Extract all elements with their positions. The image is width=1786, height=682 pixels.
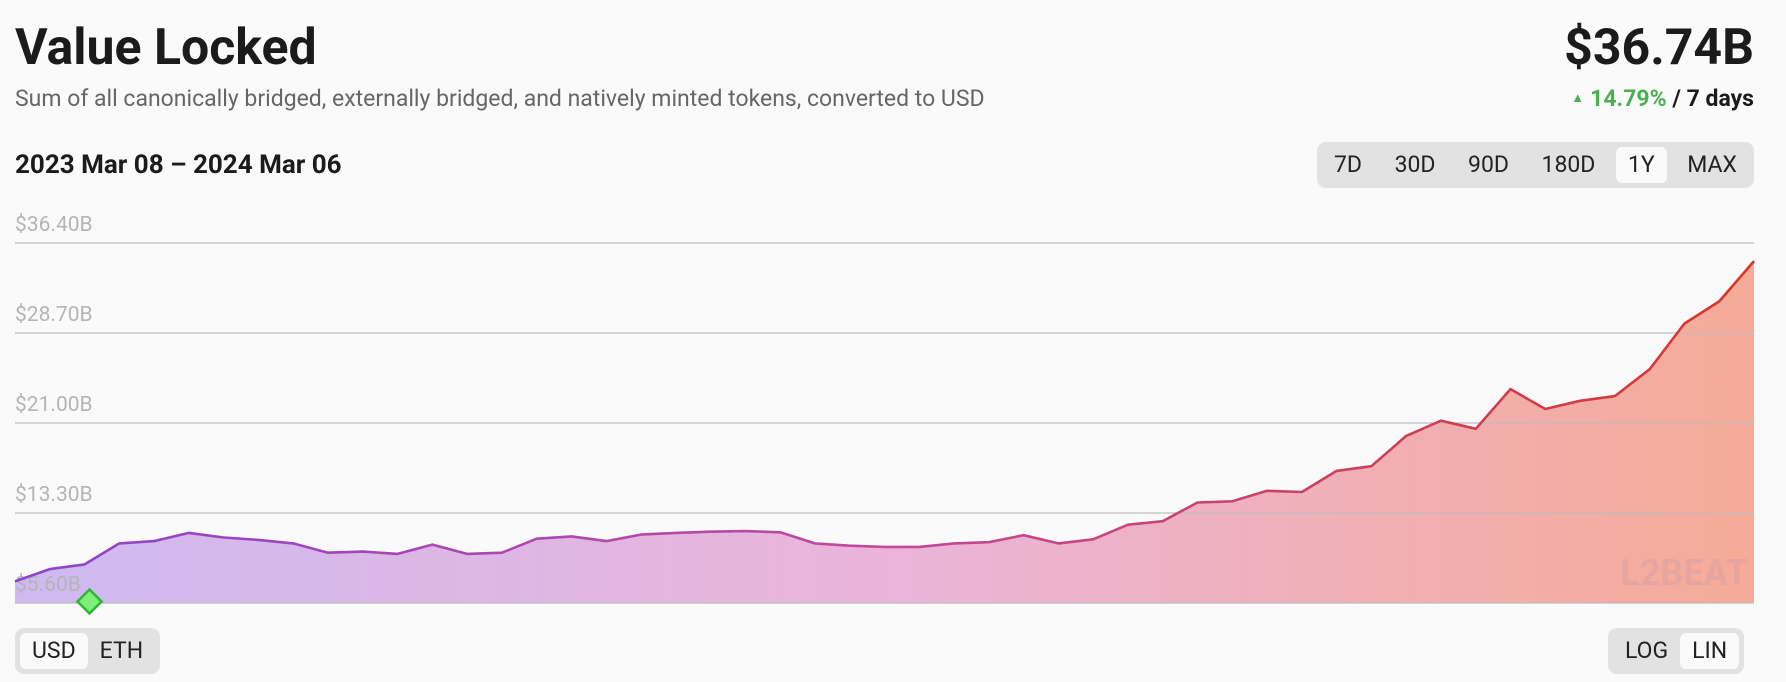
y-tick-label: $13.30B xyxy=(15,483,93,507)
toggle-button[interactable]: 180D xyxy=(1541,151,1596,178)
change-period: / 7 days xyxy=(1672,85,1754,112)
toggle-button[interactable]: 30D xyxy=(1394,151,1436,178)
scale-buttons: LOG LIN xyxy=(1608,628,1745,674)
subtitle: Sum of all canonically bridged, external… xyxy=(15,85,985,112)
toggle-button[interactable]: LOG xyxy=(1625,637,1669,664)
headline-value: $36.74B xyxy=(1564,19,1754,77)
toggle-button[interactable]: LIN xyxy=(1680,633,1740,669)
line xyxy=(14,260,1755,583)
toggle-button[interactable]: 7D xyxy=(1334,151,1363,178)
toggle-button[interactable]: 90D xyxy=(1468,151,1509,178)
change: ▲ 14.79% / 7 days xyxy=(1571,85,1754,112)
event-marker xyxy=(75,587,104,616)
toggle-button[interactable]: ETH xyxy=(99,637,144,664)
date-range: 2023 Mar 08 – 2024 Mar 06 xyxy=(15,150,342,180)
toggle-button[interactable]: MAX xyxy=(1687,151,1737,178)
title: Value Locked xyxy=(15,19,317,77)
watermark: L2BEAT xyxy=(1620,552,1748,594)
change-value: 14.79% xyxy=(1590,85,1667,112)
toggle-button[interactable]: USD xyxy=(20,633,88,669)
y-tick-label: $28.70B xyxy=(15,303,93,327)
y-tick-label: $36.40B xyxy=(15,213,93,237)
range-buttons: 7D 30D 90D 180D 1Y MAX xyxy=(1317,142,1754,188)
area xyxy=(15,261,1754,603)
toggle-button[interactable]: 1Y xyxy=(1615,147,1667,183)
unit-buttons: USD ETH xyxy=(15,628,161,674)
y-tick-label: $21.00B xyxy=(15,393,93,417)
